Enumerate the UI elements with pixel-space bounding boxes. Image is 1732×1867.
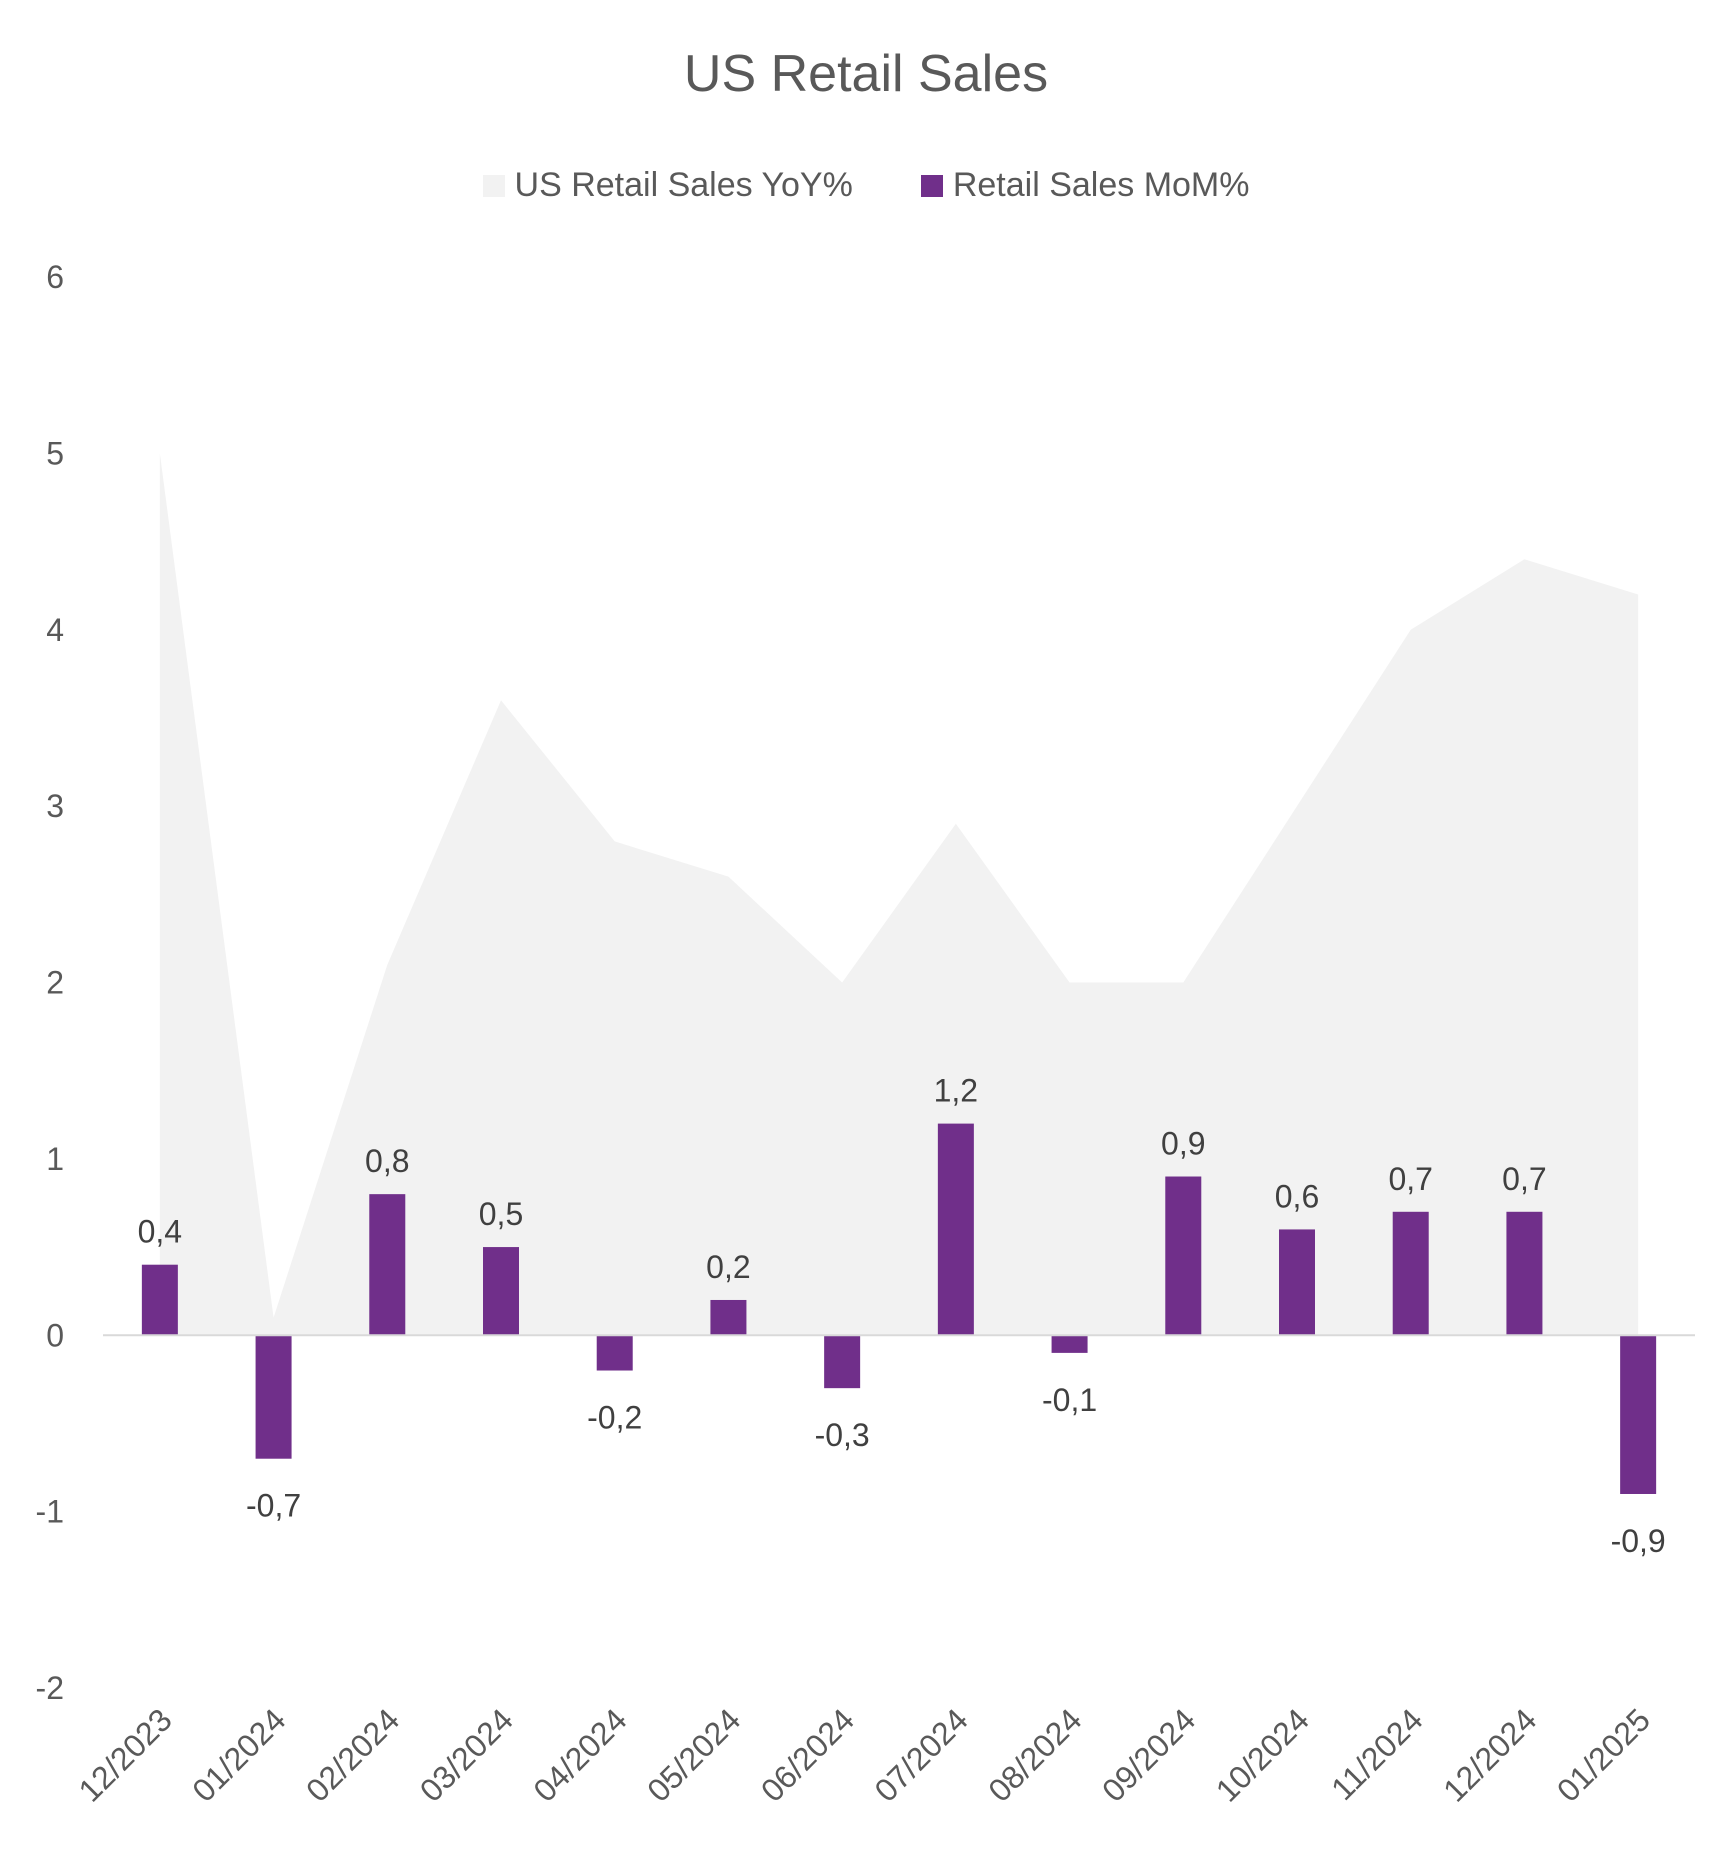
x-tick-label: 11/2024: [1324, 1701, 1430, 1807]
bar-mom: [710, 1299, 747, 1336]
bar-mom: [141, 1264, 178, 1336]
data-label: 0,7: [1388, 1161, 1432, 1197]
area-series-yoy: [159, 453, 1639, 1336]
data-label: 0,8: [365, 1143, 409, 1179]
legend-swatch-mom: [920, 174, 943, 197]
x-tick-label: 12/2024: [1436, 1701, 1543, 1808]
data-label: -0,1: [1042, 1382, 1097, 1418]
x-tick-label: 06/2024: [754, 1701, 861, 1808]
x-tick-label: 07/2024: [868, 1701, 975, 1808]
bar-mom: [1051, 1335, 1088, 1353]
legend-item-yoy: US Retail Sales YoY%: [482, 166, 853, 205]
data-label: 0,4: [138, 1214, 182, 1250]
data-label: 0,2: [706, 1249, 750, 1285]
legend-label-mom: Retail Sales MoM%: [952, 166, 1250, 204]
x-tick-label: 09/2024: [1095, 1701, 1202, 1808]
x-tick-label: 02/2024: [299, 1701, 406, 1808]
y-tick-label: 6: [46, 259, 64, 295]
chart-title: US Retail Sales: [683, 45, 1049, 103]
x-tick-label: 03/2024: [413, 1701, 520, 1808]
y-tick-label: 2: [46, 965, 64, 1001]
data-label: 0,5: [479, 1196, 523, 1232]
x-tick-label: 01/2024: [185, 1701, 292, 1808]
x-tick-label: 01/2025: [1550, 1701, 1657, 1808]
y-tick-label: 1: [46, 1141, 64, 1177]
bar-mom: [1392, 1211, 1429, 1336]
legend-item-mom: Retail Sales MoM%: [920, 166, 1250, 205]
x-tick-label: 10/2024: [1209, 1701, 1316, 1808]
bar-mom: [596, 1335, 633, 1371]
x-tick-label: 08/2024: [981, 1701, 1088, 1808]
bar-mom: [1620, 1335, 1657, 1494]
x-tick-label: 12/2023: [72, 1701, 179, 1808]
data-label: -0,3: [815, 1417, 870, 1453]
data-label: 0,9: [1161, 1126, 1205, 1162]
bar-mom: [369, 1194, 406, 1336]
y-tick-label: 0: [46, 1317, 64, 1353]
data-label: 0,6: [1275, 1178, 1319, 1214]
x-tick-label: 05/2024: [640, 1701, 747, 1808]
data-label: -0,2: [587, 1400, 642, 1436]
bar-mom: [1165, 1176, 1202, 1336]
bar-mom: [937, 1123, 974, 1336]
data-label: 0,7: [1502, 1161, 1546, 1197]
bar-mom: [1279, 1229, 1315, 1336]
data-label: -0,9: [1611, 1523, 1666, 1559]
y-tick-label: -1: [36, 1494, 64, 1530]
y-tick-label: 4: [46, 612, 64, 648]
y-tick-label: 3: [46, 788, 64, 824]
y-tick-label: -2: [36, 1670, 64, 1706]
legend-swatch-yoy: [482, 174, 505, 197]
bar-mom: [255, 1335, 292, 1459]
legend-label-yoy: US Retail Sales YoY%: [514, 166, 853, 204]
bar-mom: [483, 1247, 519, 1336]
y-tick-label: 5: [46, 435, 64, 471]
bar-mom: [1506, 1211, 1543, 1336]
data-label: 1,2: [934, 1073, 978, 1109]
legend: US Retail Sales YoY% Retail Sales MoM%: [0, 166, 1732, 205]
data-label: -0,7: [246, 1488, 301, 1524]
x-tick-label: 04/2024: [526, 1701, 633, 1808]
bar-mom: [824, 1335, 861, 1389]
